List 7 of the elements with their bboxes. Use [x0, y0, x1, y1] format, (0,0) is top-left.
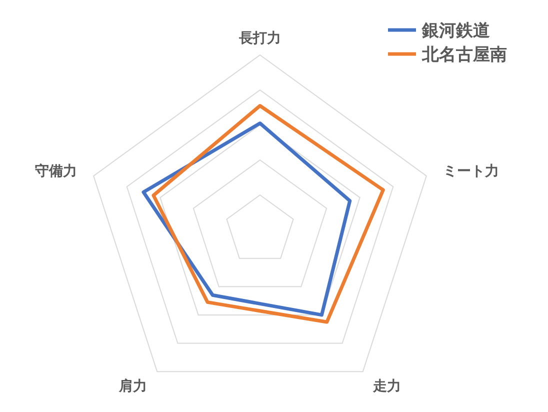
legend-label: 銀河鉄道: [422, 21, 490, 40]
category-label: 走力: [373, 378, 402, 394]
category-label: ミート力: [443, 162, 500, 179]
category-label: 長打力: [239, 30, 281, 46]
legend-label: 北名古屋南: [422, 45, 507, 64]
category-label: 肩力: [118, 378, 147, 394]
category-label: 守備力: [34, 162, 77, 179]
